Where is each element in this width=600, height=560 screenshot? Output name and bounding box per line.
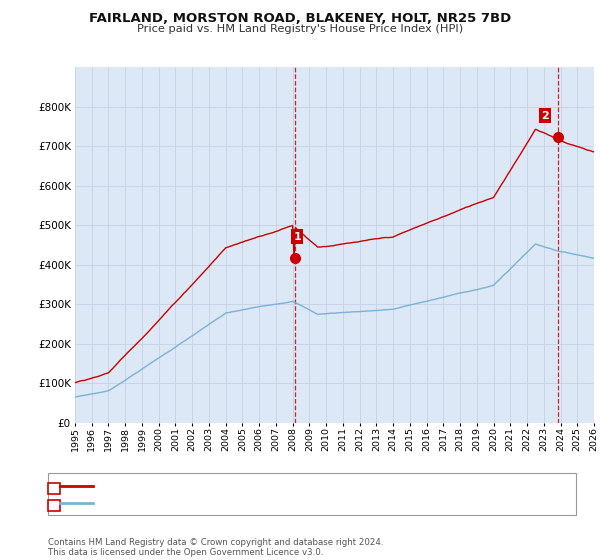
Text: 1: 1 [293, 231, 301, 241]
Text: 13-FEB-2008: 13-FEB-2008 [84, 483, 151, 493]
Text: 65% ↑ HPI: 65% ↑ HPI [276, 500, 331, 510]
Text: 1: 1 [50, 483, 58, 493]
Text: HPI: Average price, detached house, North Norfolk: HPI: Average price, detached house, Nort… [97, 498, 349, 508]
Text: 2: 2 [541, 111, 549, 120]
Text: £722,500: £722,500 [180, 500, 229, 510]
Text: FAIRLAND, MORSTON ROAD, BLAKENEY, HOLT, NR25 7BD: FAIRLAND, MORSTON ROAD, BLAKENEY, HOLT, … [89, 12, 511, 25]
Text: Contains HM Land Registry data © Crown copyright and database right 2024.
This d: Contains HM Land Registry data © Crown c… [48, 538, 383, 557]
Text: Price paid vs. HM Land Registry's House Price Index (HPI): Price paid vs. HM Land Registry's House … [137, 24, 463, 34]
Text: 2: 2 [50, 500, 58, 510]
Text: FAIRLAND, MORSTON ROAD, BLAKENEY, HOLT, NR25 7BD (detached house): FAIRLAND, MORSTON ROAD, BLAKENEY, HOLT, … [97, 481, 474, 491]
Text: 14-NOV-2023: 14-NOV-2023 [84, 500, 154, 510]
Text: £416,500: £416,500 [180, 483, 229, 493]
Text: 64% ↑ HPI: 64% ↑ HPI [276, 483, 331, 493]
